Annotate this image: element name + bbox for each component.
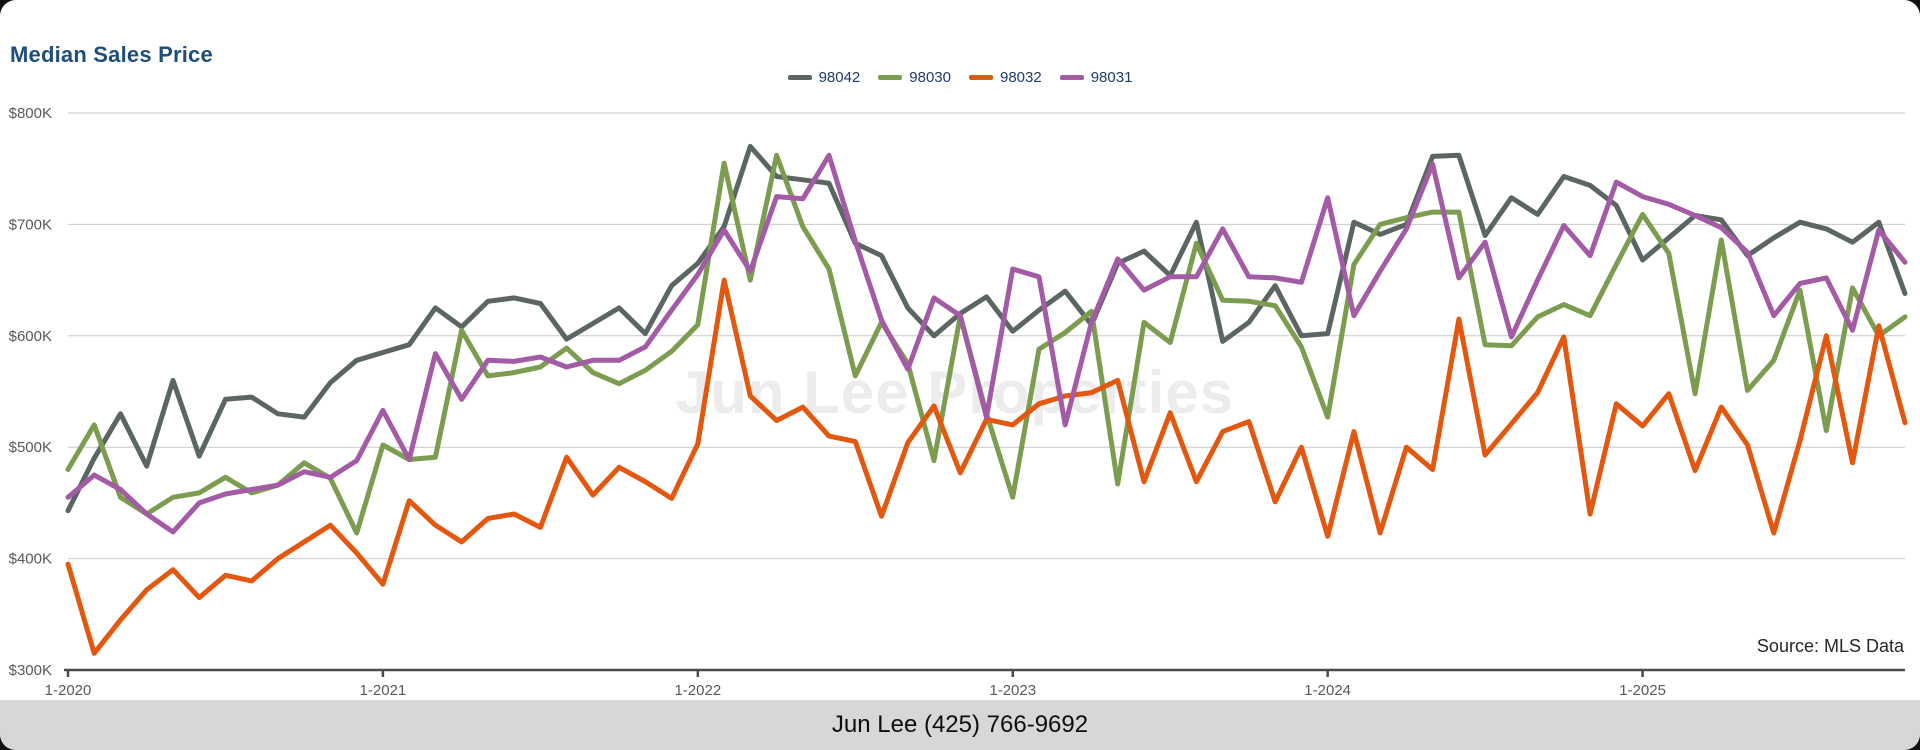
legend-label-98031: 98031 [1090, 68, 1133, 86]
gridlines [68, 112, 1905, 560]
y-tick-label: $700K [9, 216, 52, 233]
footer-contact: Jun Lee (425) 766-9692 [831, 711, 1089, 738]
y-tick-label: $600K [9, 328, 52, 345]
legend-item-98032: 98032 [969, 69, 1042, 86]
x-tick-label: 1-2022 [674, 682, 721, 699]
page-title: Median Sales Price [10, 42, 213, 67]
series-line-98030 [65, 152, 1908, 536]
y-tick-label: $400K [9, 551, 52, 568]
y-tick-label: $800K [9, 105, 52, 122]
series-line-98031 [65, 152, 1908, 535]
x-tick-label: 1-2023 [989, 682, 1036, 699]
x-tick-label: 1-2025 [1619, 682, 1666, 699]
chart-legend: 98042 98030 98032 98031 [0, 66, 1920, 88]
series-line-98042 [65, 143, 1908, 514]
y-axis-labels: $300K $400K $500K $600K $700K $800K [9, 105, 52, 679]
y-tick-label: $300K [9, 662, 52, 679]
legend-swatch-98032 [969, 74, 993, 80]
legend-label-98042: 98042 [818, 68, 861, 86]
legend-label-98032: 98032 [1000, 68, 1042, 86]
legend-item-98030: 98030 [878, 69, 951, 86]
legend-item-98031: 98031 [1059, 68, 1133, 86]
footer-bar: Jun Lee (425) 766-9692 [0, 700, 1920, 750]
legend-swatch-98042 [787, 74, 812, 80]
legend-swatch-98031 [1059, 74, 1084, 80]
x-tick-label: 1-2020 [45, 682, 92, 699]
source-note: Source: MLS Data [1756, 636, 1904, 656]
legend-label-98030: 98030 [909, 68, 951, 86]
x-tick-label: 1-2021 [360, 682, 407, 699]
x-tick-label: 1-2024 [1304, 682, 1351, 699]
legend-item-98042: 98042 [787, 68, 861, 86]
x-axis: 1-2020 1-2021 1-2022 1-2023 1-2024 1-2025 [45, 668, 1905, 699]
y-tick-label: $500K [9, 439, 52, 456]
legend-swatch-98030 [878, 74, 903, 80]
